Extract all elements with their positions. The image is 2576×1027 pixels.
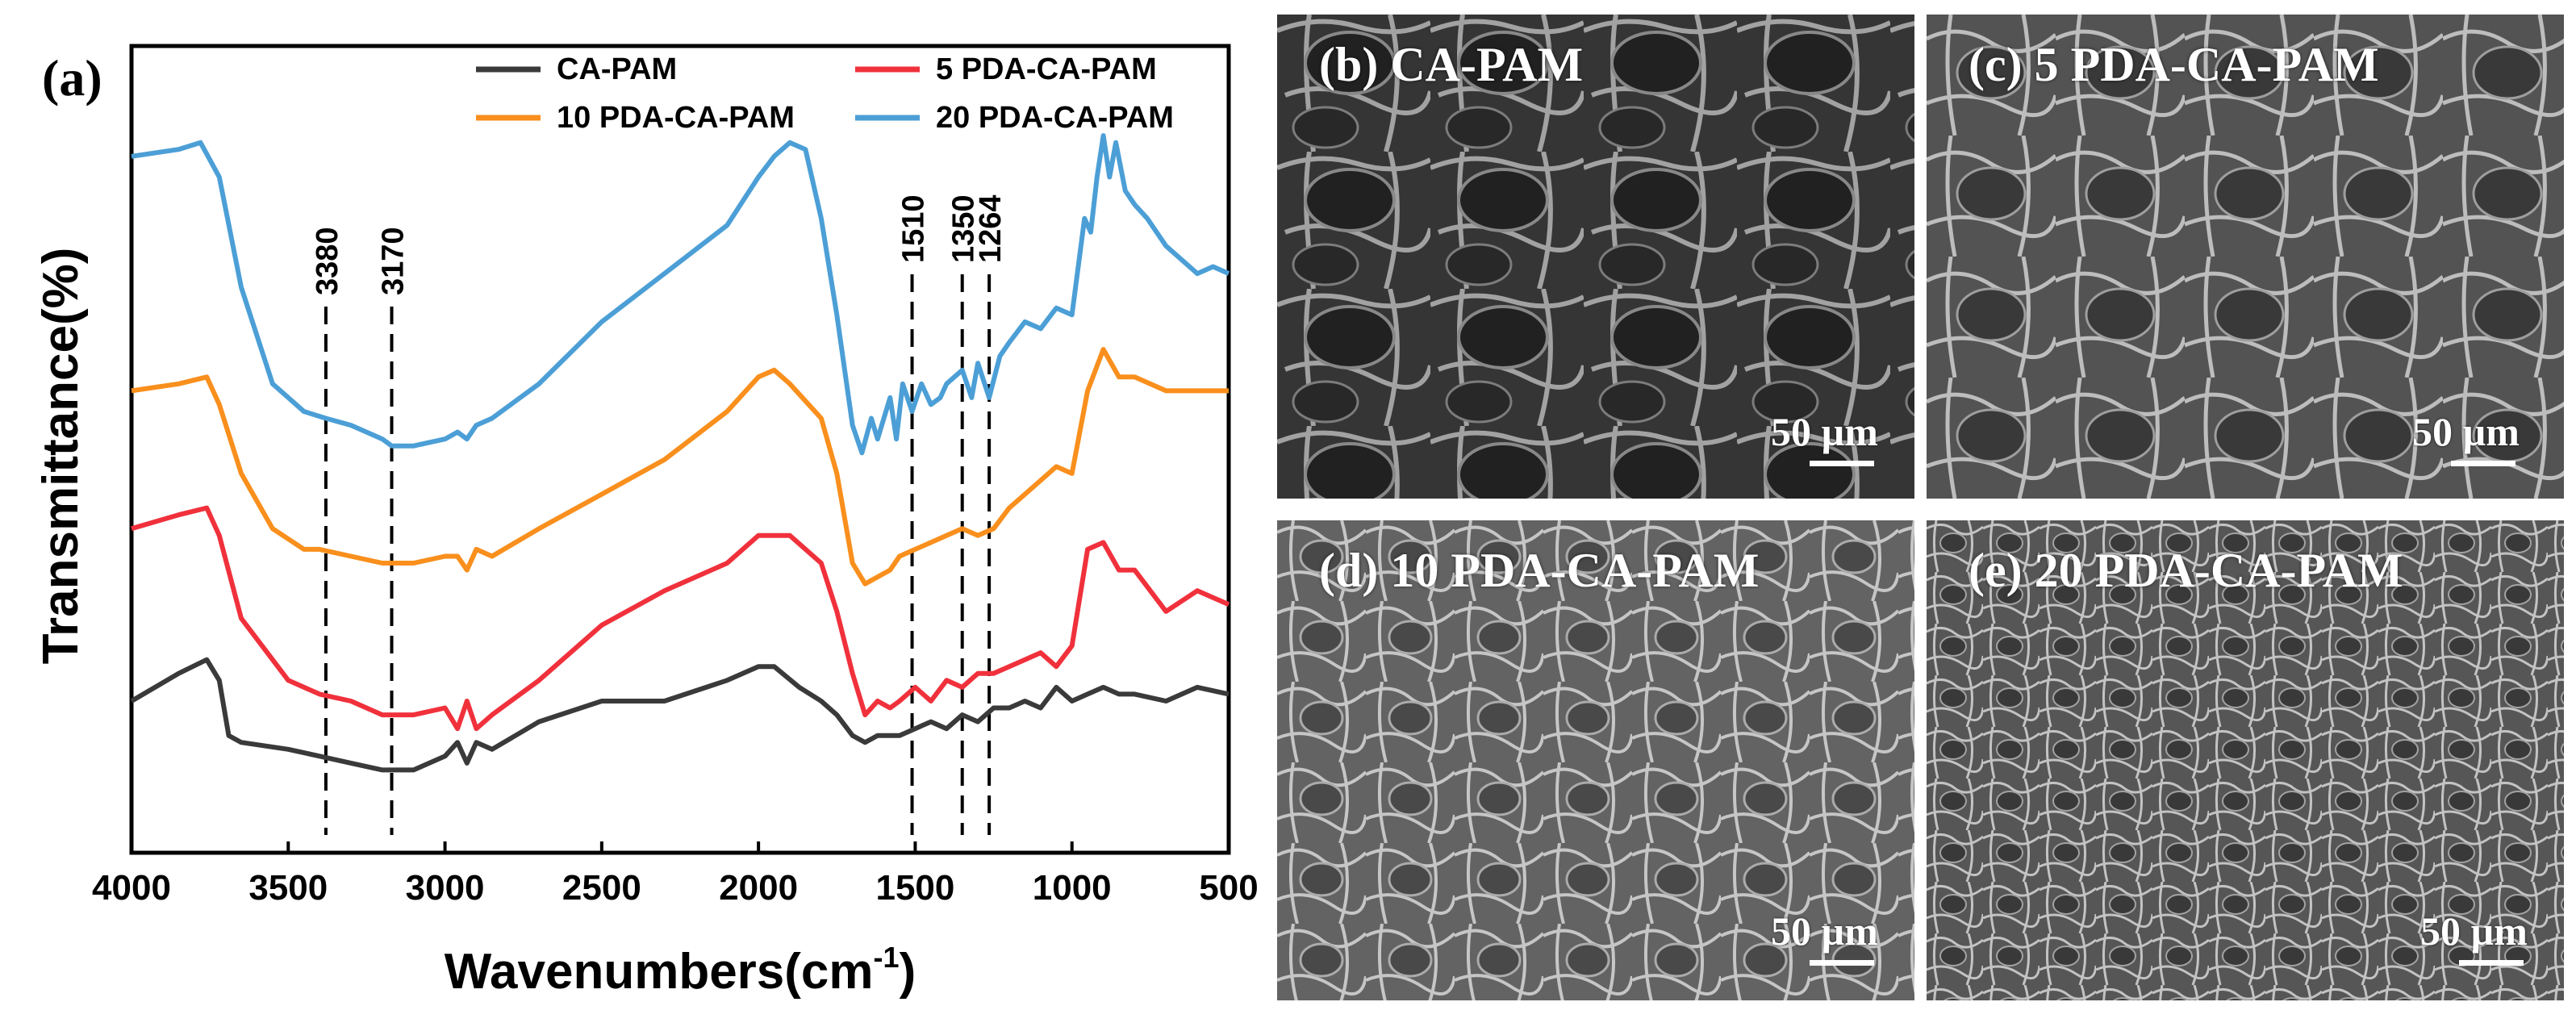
series-line	[131, 505, 1230, 732]
x-tick-label: 3000	[406, 868, 485, 908]
legend-label: 10 PDA-CA-PAM	[557, 101, 795, 135]
sem-scale-bar-e	[2459, 960, 2524, 966]
series-line	[130, 657, 1230, 773]
annotation-label: 1350	[947, 194, 981, 263]
x-axis-label-main: Wavenumbers(cm	[445, 944, 874, 1000]
sem-label-b: (b) CA-PAM	[1319, 38, 1584, 91]
sem-panel-d: (d) 10 PDA-CA-PAM 50 µm	[1277, 520, 1914, 1000]
legend: CA-PAM 5 PDA-CA-PAM 10 PDA-CA-PAM 20 PDA-CA…	[476, 52, 1174, 135]
annotation-label: 1264	[974, 194, 1008, 263]
sem-image-b	[1277, 15, 1914, 499]
sem-scale-d: 50 µm	[1771, 908, 1878, 954]
legend-label: 5 PDA-CA-PAM	[936, 52, 1157, 86]
x-tick-label: 1500	[875, 868, 954, 908]
legend-label: CA-PAM	[557, 52, 677, 86]
x-axis-label-sup: -1	[874, 941, 900, 974]
sem-panel-e: (e) 20 PDA-CA-PAM 50 µm	[1927, 520, 2564, 1000]
sem-scale-e: 50 µm	[2420, 908, 2528, 954]
sem-image-e	[1927, 520, 2564, 1000]
x-tick-label: 2000	[719, 868, 798, 908]
annotation-label: 3380	[311, 227, 344, 295]
series-group	[130, 133, 1230, 773]
x-tick-label: 4000	[92, 868, 171, 908]
x-tick-label: 3500	[248, 868, 328, 908]
x-tick-label: 500	[1199, 868, 1258, 908]
x-axis-label: Wavenumbers(cm-1)	[445, 941, 916, 1000]
series-line	[131, 133, 1230, 456]
series-line	[131, 347, 1229, 587]
sem-image-c	[1927, 15, 2564, 499]
x-axis-ticks: 4000 3500 3000 2500 2000 1500 1000 500	[92, 841, 1259, 908]
annotation-label: 1510	[897, 194, 931, 263]
sem-panel-b: (b) CA-PAM 50 µm	[1277, 15, 1914, 499]
x-tick-label: 1000	[1033, 868, 1112, 908]
sem-label-d: (d) 10 PDA-CA-PAM	[1319, 544, 1760, 597]
sem-label-c: (c) 5 PDA-CA-PAM	[1969, 38, 2379, 91]
sem-label-e: (e) 20 PDA-CA-PAM	[1969, 544, 2403, 597]
y-axis-label: Transmittance(%)	[33, 248, 89, 665]
sem-scale-bar-c	[2451, 461, 2515, 466]
x-axis-label-suffix: )	[900, 944, 916, 1000]
sem-scale-bar-d	[1810, 960, 1874, 966]
annotation-label: 3170	[377, 227, 411, 295]
plot-frame	[129, 44, 1231, 855]
sem-scale-bar-b	[1810, 461, 1874, 466]
x-tick-label: 2500	[562, 868, 641, 908]
sem-panel-c: (c) 5 PDA-CA-PAM 50 µm	[1927, 15, 2564, 499]
sem-image-d	[1277, 520, 1914, 1000]
sem-scale-b: 50 µm	[1771, 409, 1878, 454]
sem-scale-c: 50 µm	[2412, 409, 2520, 454]
panel-label-a: (a)	[42, 49, 102, 106]
legend-label: 20 PDA-CA-PAM	[936, 101, 1174, 135]
